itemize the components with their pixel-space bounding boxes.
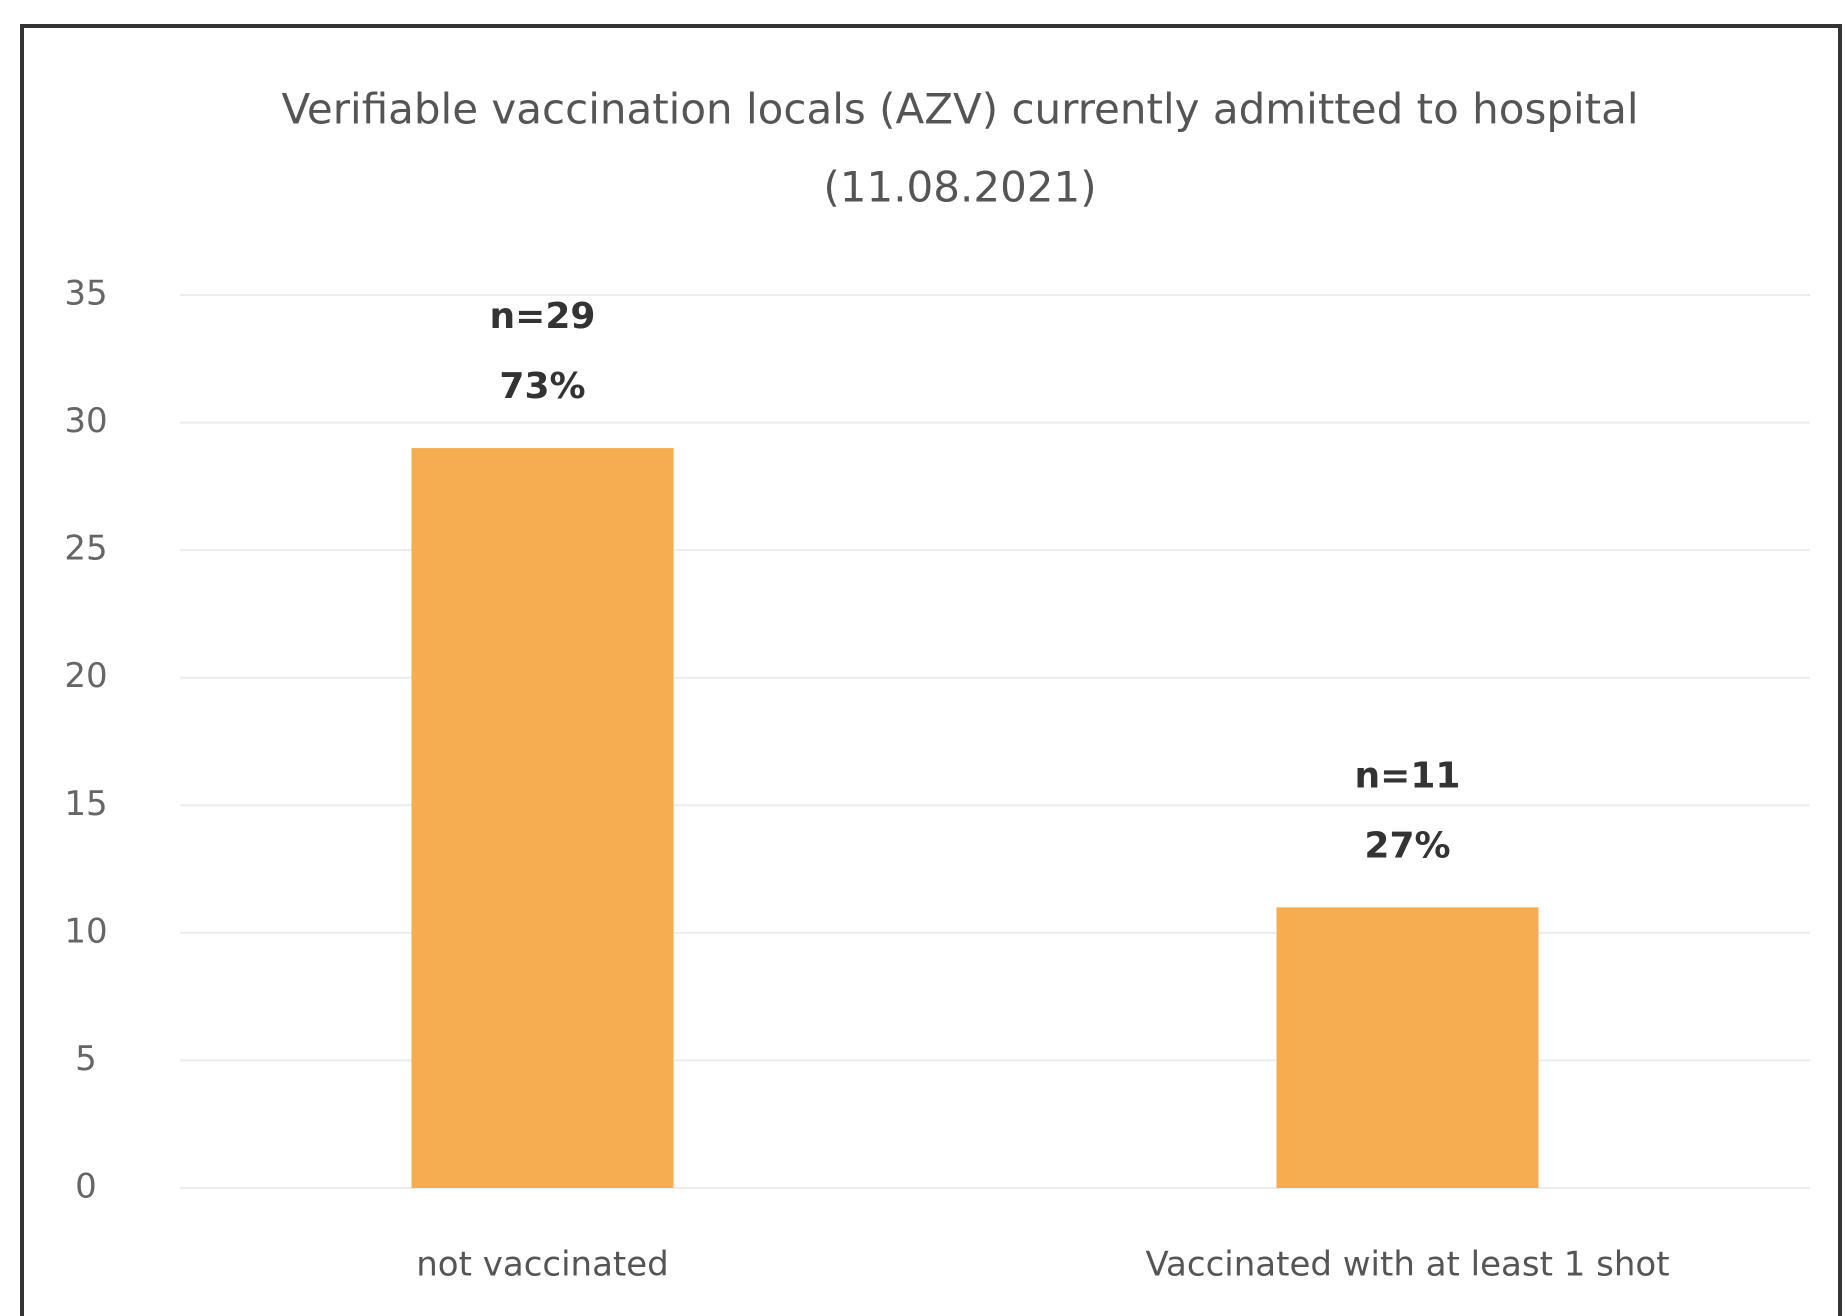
y-tick-label: 25 (64, 529, 107, 569)
y-tick-label: 10 (64, 911, 107, 951)
x-tick-label: Vaccinated with at least 1 shot (1145, 1245, 1669, 1285)
percent-label: 73% (499, 366, 585, 407)
y-tick-label: 5 (75, 1039, 97, 1079)
chart-title: Verifiable vaccination locals (AZV) curr… (281, 85, 1638, 134)
x-tick-label: not vaccinated (416, 1245, 669, 1285)
bar (411, 448, 674, 1189)
y-tick-label: 0 (75, 1167, 97, 1207)
chart-subtitle: (11.08.2021) (823, 163, 1096, 212)
chart-frame (20, 24, 1842, 1316)
data-label: n=11 (1355, 755, 1461, 796)
y-tick-label: 15 (64, 784, 107, 824)
bar (1276, 907, 1539, 1188)
y-tick-label: 35 (64, 274, 107, 314)
y-tick-label: 20 (64, 656, 107, 696)
y-tick-label: 30 (64, 401, 107, 441)
percent-label: 27% (1364, 825, 1450, 866)
data-label: n=29 (490, 296, 596, 337)
